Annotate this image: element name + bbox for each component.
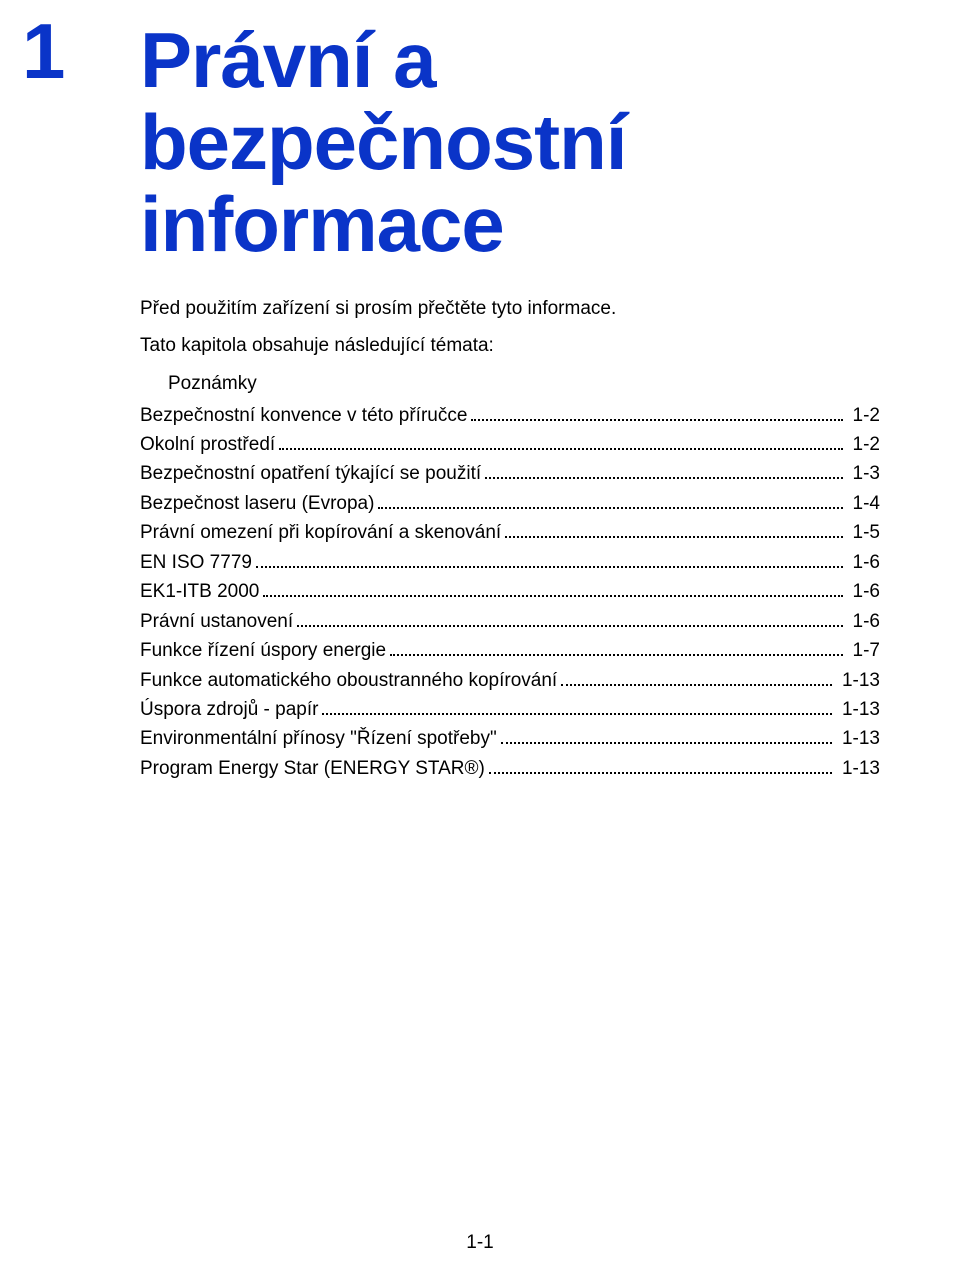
toc-label: Úspora zdrojů - papír <box>140 695 318 724</box>
toc-row: Funkce automatického oboustranného kopír… <box>140 666 880 695</box>
toc-leader <box>485 460 842 479</box>
intro-paragraph: Před použitím zařízení si prosím přečtět… <box>140 296 880 322</box>
toc-page: 1-5 <box>847 518 880 547</box>
chapter-title: Právní a bezpečnostní informace <box>140 20 880 266</box>
chapter-title-line2: informace <box>140 180 504 268</box>
toc-leader <box>489 755 832 774</box>
toc-page: 1-6 <box>847 548 880 577</box>
page-number: 1-1 <box>0 1232 960 1254</box>
toc-label: Bezpečnostní opatření týkající se použit… <box>140 459 481 488</box>
toc-label: Okolní prostředí <box>140 430 275 459</box>
toc-page: 1-3 <box>847 459 880 488</box>
toc-row: Bezpečnostní opatření týkající se použit… <box>140 459 880 488</box>
toc-leader <box>279 431 842 450</box>
toc-row: Funkce řízení úspory energie 1-7 <box>140 636 880 665</box>
toc-label: Bezpečnost laseru (Evropa) <box>140 489 374 518</box>
topics-lead: Tato kapitola obsahuje následující témat… <box>140 333 880 359</box>
table-of-contents: Bezpečnostní konvence v této příručce 1-2… <box>140 401 880 784</box>
toc-row: Bezpečnost laseru (Evropa) 1-4 <box>140 489 880 518</box>
toc-label: Bezpečnostní konvence v této příručce <box>140 401 467 430</box>
toc-leader <box>322 696 832 715</box>
toc-page: 1-2 <box>847 401 880 430</box>
toc-row: Úspora zdrojů - papír 1-13 <box>140 695 880 724</box>
toc-leader <box>505 519 842 538</box>
toc-row: Právní omezení při kopírování a skenován… <box>140 518 880 547</box>
toc-row: Program Energy Star (ENERGY STAR®) 1-13 <box>140 754 880 783</box>
toc-page: 1-13 <box>836 724 880 753</box>
toc-page: 1-13 <box>836 695 880 724</box>
topics-label-row: Poznámky <box>140 371 880 397</box>
toc-row: EK1-ITB 2000 1-6 <box>140 577 880 606</box>
toc-leader <box>501 725 832 744</box>
toc-page: 1-6 <box>847 577 880 606</box>
toc-page: 1-4 <box>847 489 880 518</box>
topics-label: Poznámky <box>168 373 257 394</box>
toc-label: EN ISO 7779 <box>140 548 252 577</box>
toc-row: Okolní prostředí 1-2 <box>140 430 880 459</box>
toc-leader <box>471 402 842 421</box>
toc-leader <box>263 578 842 597</box>
toc-row: Právní ustanovení 1-6 <box>140 607 880 636</box>
toc-leader <box>297 608 842 627</box>
toc-row: Environmentální přínosy "Řízení spotřeby… <box>140 724 880 753</box>
chapter-number: 1 <box>22 6 65 97</box>
toc-label: Právní omezení při kopírování a skenován… <box>140 518 501 547</box>
document-page: 1 Právní a bezpečnostní informace Před p… <box>0 0 960 1278</box>
toc-leader <box>390 637 842 656</box>
toc-page: 1-2 <box>847 430 880 459</box>
toc-label: Program Energy Star (ENERGY STAR®) <box>140 754 485 783</box>
toc-leader <box>378 490 842 509</box>
toc-page: 1-13 <box>836 754 880 783</box>
toc-label: Právní ustanovení <box>140 607 293 636</box>
toc-leader <box>256 549 843 568</box>
toc-page: 1-6 <box>847 607 880 636</box>
chapter-title-line1: Právní a bezpečnostní <box>140 16 626 186</box>
toc-page: 1-13 <box>836 666 880 695</box>
intro-block: Před použitím zařízení si prosím přečtět… <box>140 296 880 397</box>
toc-row: Bezpečnostní konvence v této příručce 1-2 <box>140 401 880 430</box>
toc-label: Funkce automatického oboustranného kopír… <box>140 666 557 695</box>
toc-row: EN ISO 7779 1-6 <box>140 548 880 577</box>
toc-label: EK1-ITB 2000 <box>140 577 259 606</box>
toc-label: Environmentální přínosy "Řízení spotřeby… <box>140 724 497 753</box>
toc-page: 1-7 <box>847 636 880 665</box>
toc-label: Funkce řízení úspory energie <box>140 636 386 665</box>
toc-leader <box>561 666 832 685</box>
